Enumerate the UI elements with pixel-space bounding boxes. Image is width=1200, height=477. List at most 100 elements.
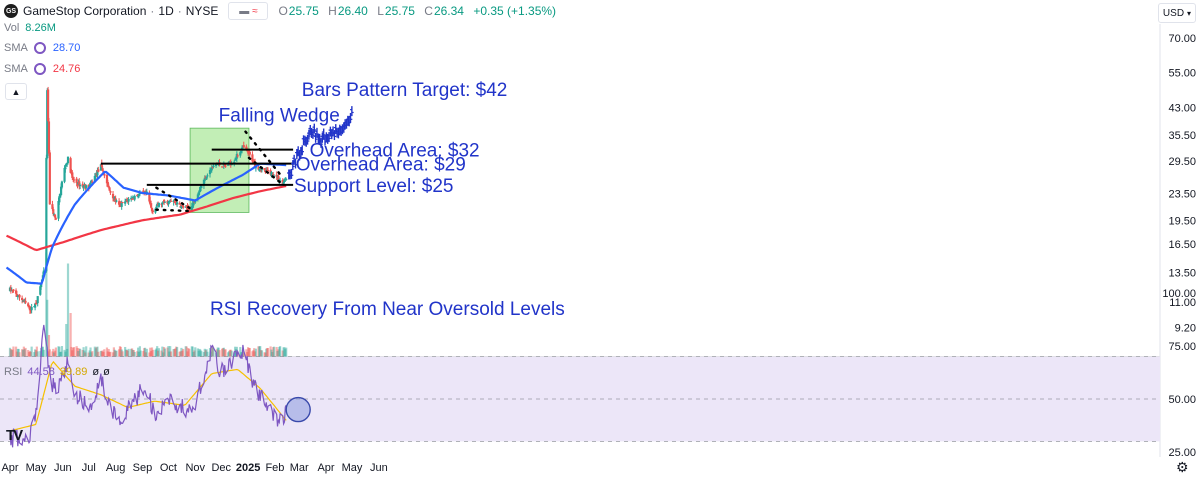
header-separator: · — [177, 4, 182, 18]
volume-bar — [137, 347, 140, 357]
volume-bar — [264, 352, 267, 357]
candle-body — [234, 158, 238, 160]
candle-body — [221, 166, 225, 168]
volume-bar — [91, 351, 94, 357]
time-axis-label: Dec — [211, 462, 231, 474]
volume-bar — [230, 350, 233, 357]
volume-bar — [203, 348, 206, 357]
candle-body — [109, 191, 112, 193]
sma-slow-legend[interactable]: SMA 24.76 — [4, 63, 80, 75]
currency-selector[interactable]: USD ▾ — [1158, 3, 1196, 23]
gear-icon[interactable]: ⚙ — [1176, 459, 1189, 475]
candle-body — [212, 165, 215, 168]
volume-bar — [21, 349, 24, 357]
volume-bar — [144, 352, 148, 357]
time-axis-label: Apr — [317, 462, 334, 474]
candle-body — [234, 159, 237, 161]
volume-bar — [27, 350, 30, 357]
volume-bar — [108, 352, 111, 357]
symbol-title[interactable]: GameStop Corporation — [23, 4, 147, 18]
volume-bar — [253, 348, 256, 357]
volume-bar — [17, 348, 20, 357]
volume-bar — [16, 348, 19, 357]
candle-body — [150, 203, 153, 208]
volume-bar — [59, 352, 62, 357]
volume-bar — [64, 351, 67, 357]
volume-bar — [155, 348, 158, 357]
wedge-trendline — [247, 156, 284, 185]
collapse-legend-button[interactable]: ▲ — [5, 83, 27, 100]
volume-bar — [154, 349, 157, 357]
volume-bar — [148, 352, 151, 357]
candle-body — [27, 303, 30, 307]
volume-bar — [281, 350, 284, 357]
candle-body — [117, 201, 121, 205]
high-value: 26.40 — [337, 4, 368, 18]
interval-label[interactable]: 1D — [158, 4, 174, 18]
volume-bar — [175, 346, 178, 357]
candle-body — [205, 176, 208, 180]
volume-bar — [167, 346, 170, 357]
price-tick-label: 55.00 — [1168, 67, 1196, 79]
volume-bar — [124, 349, 128, 357]
volume-bar — [89, 347, 92, 357]
candle-body — [71, 172, 74, 178]
volume-bar — [272, 347, 275, 357]
volume-bar — [100, 351, 103, 357]
candle-body — [58, 196, 61, 203]
volume-bar — [205, 349, 208, 357]
candle-body — [89, 182, 92, 186]
volume-bar — [263, 352, 266, 357]
volume-bar — [162, 352, 165, 357]
volume-bar — [79, 348, 82, 357]
volume-bar — [137, 351, 141, 357]
candle-body — [48, 152, 51, 205]
indicator-settings-icon[interactable] — [33, 42, 46, 54]
volume-bar — [47, 335, 51, 357]
volume-bar — [59, 351, 63, 357]
candle-body — [30, 307, 33, 311]
volume-bar — [248, 347, 251, 357]
volume-bar — [114, 350, 117, 357]
chart-header: GS GameStop Corporation · 1D · NYSE ▬ ≈ … — [4, 2, 557, 20]
rsi-legend[interactable]: RSI 44.58 39.89 ø ø — [4, 366, 110, 378]
bars-pattern-projection — [286, 106, 354, 180]
volume-bar — [242, 351, 245, 357]
low-label: L — [377, 4, 384, 18]
candle-body — [224, 165, 227, 167]
indicator-settings-icon[interactable] — [33, 63, 46, 75]
high-label: H — [328, 4, 337, 18]
volume-bar — [266, 348, 269, 357]
volume-legend[interactable]: Vol 8.26M — [4, 22, 56, 34]
candle-body — [245, 146, 248, 150]
volume-bar — [103, 349, 106, 357]
volume-bar — [75, 346, 78, 357]
volume-bar — [18, 352, 21, 357]
volume-bar — [163, 347, 166, 357]
volume-bar — [101, 350, 104, 357]
candle-body — [21, 297, 24, 300]
candle-body — [199, 187, 202, 192]
volume-bar — [69, 313, 72, 357]
volume-bar — [193, 350, 196, 357]
candle-body — [149, 200, 152, 205]
candle-body — [10, 290, 13, 292]
volume-label: Vol — [4, 22, 20, 34]
candle-body — [161, 202, 164, 205]
candle-body — [167, 201, 170, 204]
volume-bar — [227, 352, 230, 357]
wedge-trendline — [155, 186, 192, 210]
volume-bar — [106, 351, 109, 357]
candle-body — [72, 179, 76, 181]
chart-style-toggle[interactable]: ▬ ≈ — [228, 2, 269, 20]
tradingview-logo-icon[interactable]: TV — [6, 427, 23, 444]
candle-body — [42, 270, 45, 275]
candle-body — [192, 201, 195, 206]
candle-body — [130, 198, 134, 200]
volume-bar — [271, 351, 274, 357]
sma-fast-legend[interactable]: SMA 28.70 — [4, 42, 80, 54]
candle-body — [210, 167, 213, 171]
volume-bar — [278, 346, 281, 357]
candle-body — [54, 218, 57, 220]
